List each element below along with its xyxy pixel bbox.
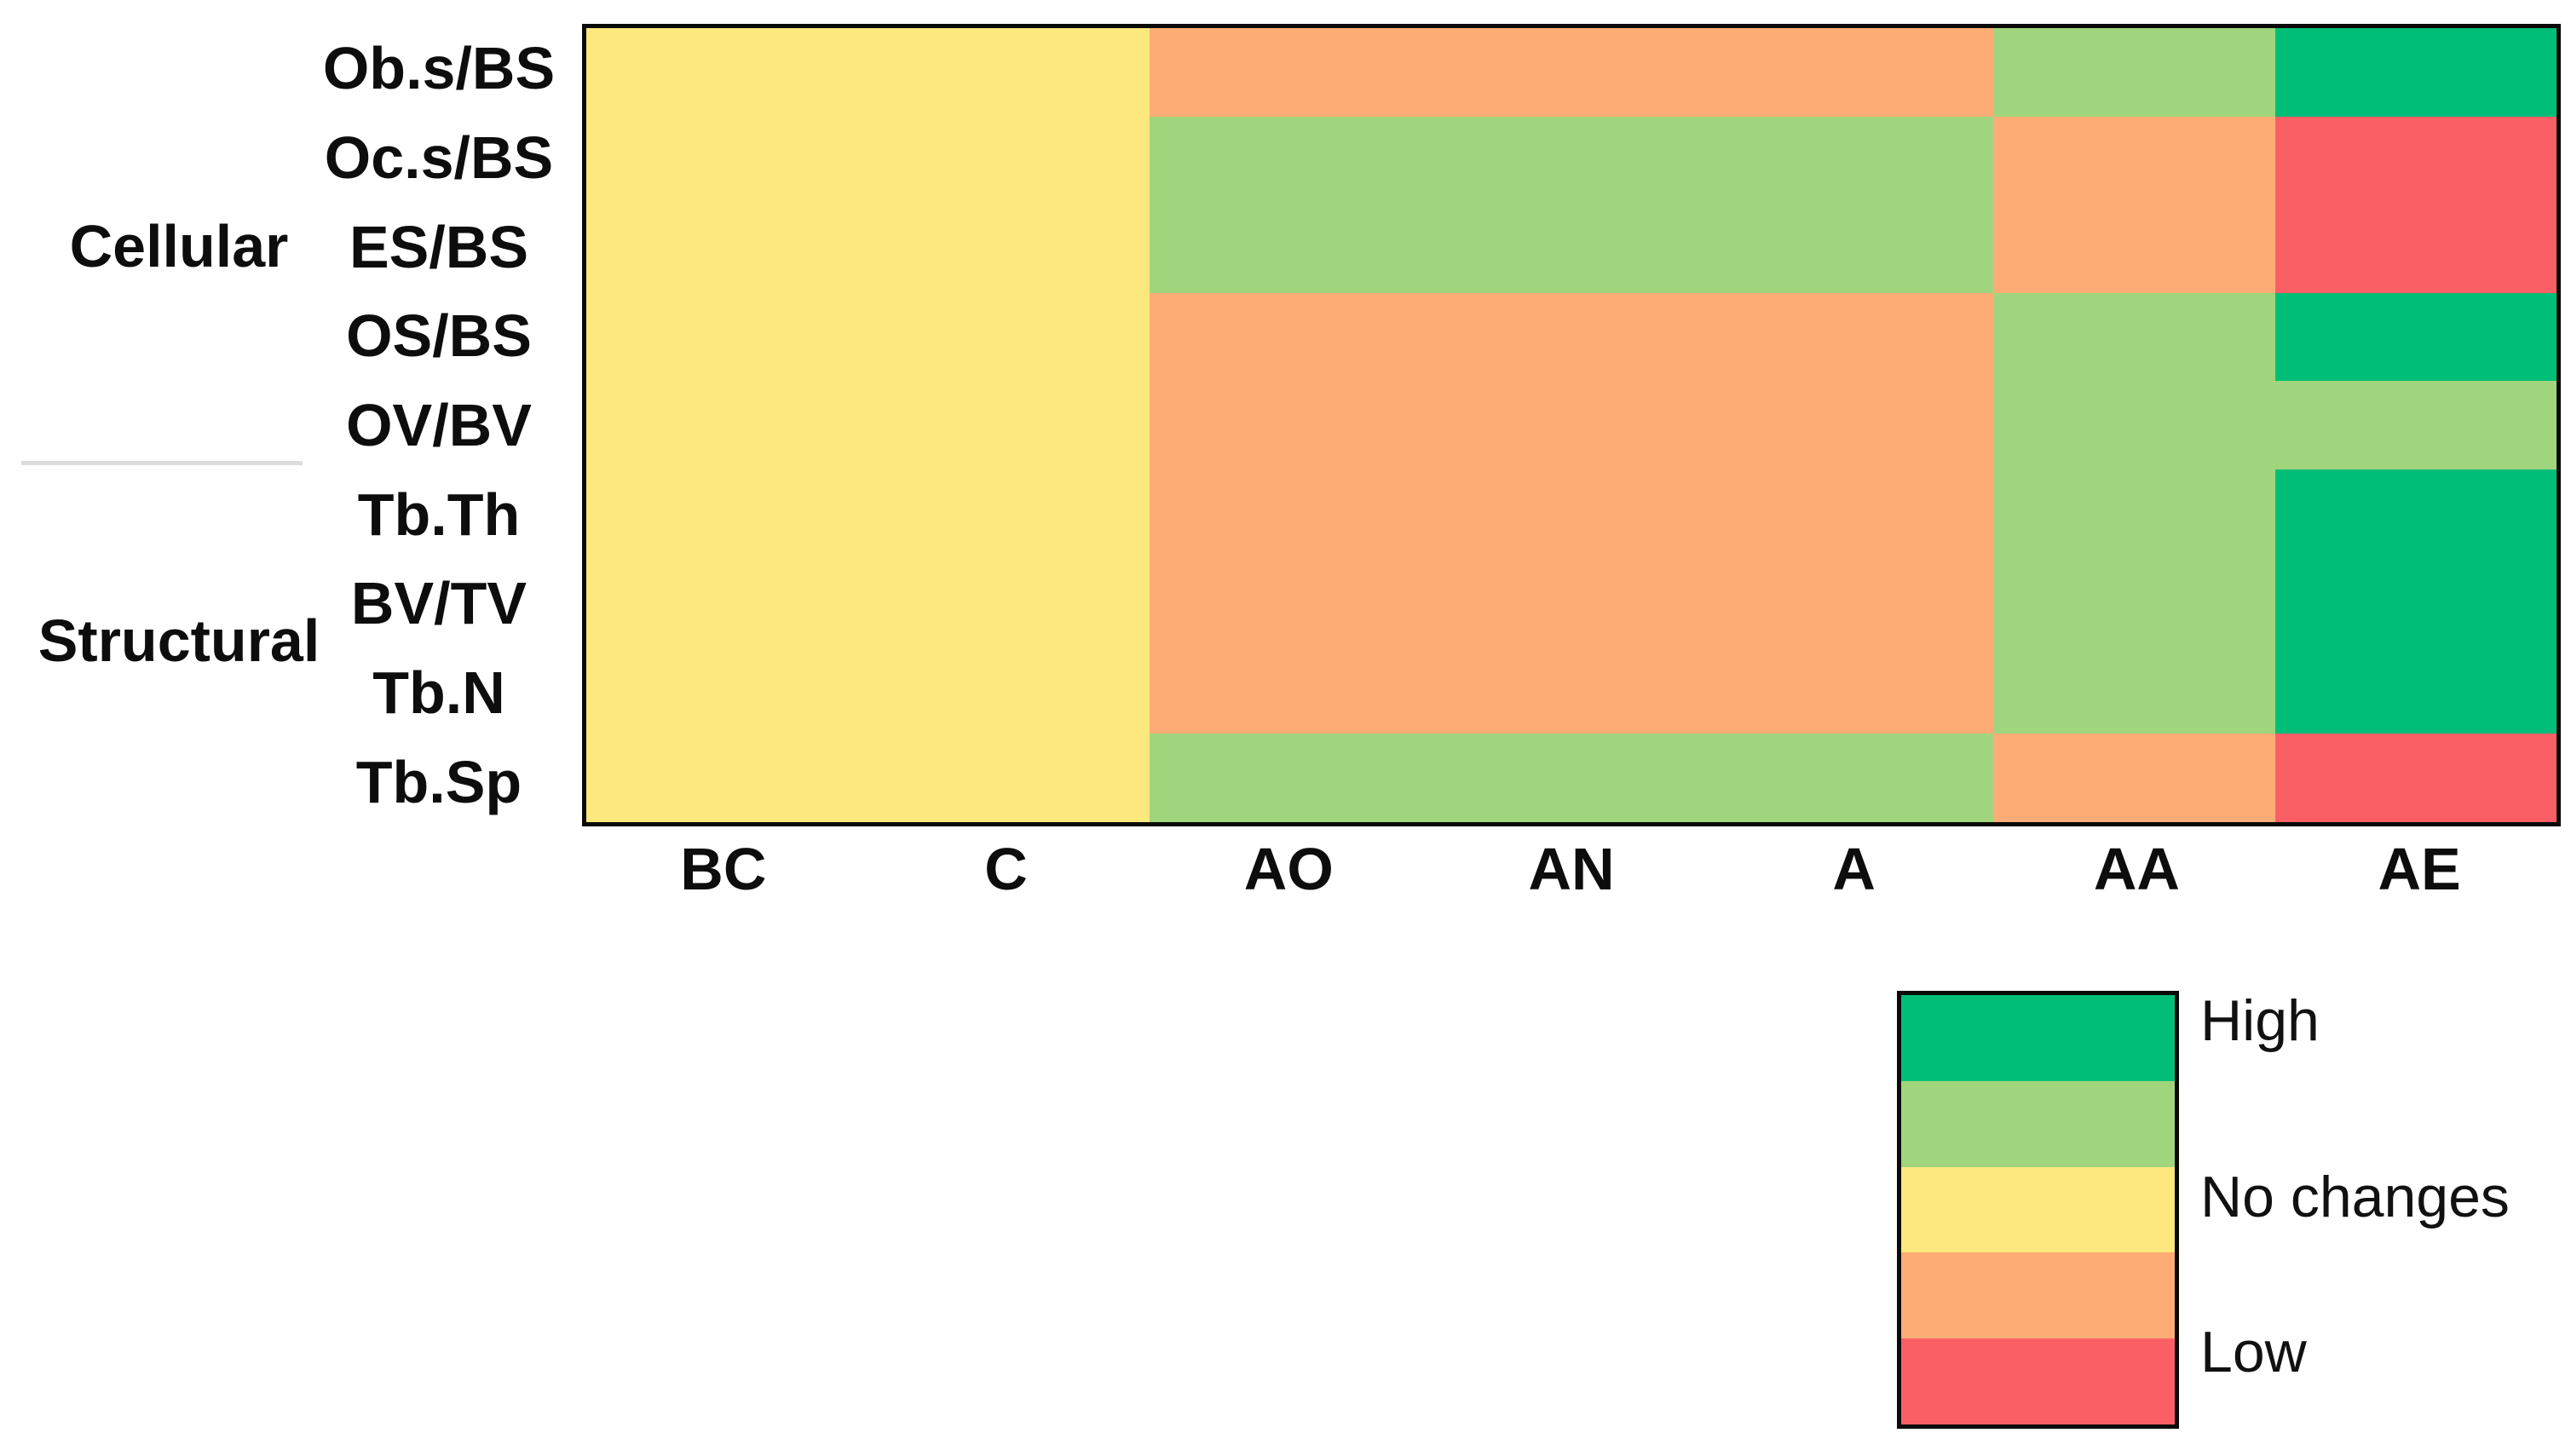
heatmap-cell-tb-n-an xyxy=(1430,645,1713,734)
legend-label-high: High xyxy=(2200,988,2320,1053)
heatmap-cell-es-bs-a xyxy=(1712,204,1994,293)
column-label-c: C xyxy=(984,836,1028,902)
heatmap-cell-tb-th-a xyxy=(1712,469,1994,558)
row-label-tb-sp: Tb.Sp xyxy=(355,748,522,815)
heatmap-cell-ob-s-bs-aa xyxy=(1993,28,2275,117)
heatmap-cell-tb-n-c xyxy=(868,645,1150,734)
legend-band-mid-low xyxy=(1901,1252,2175,1339)
heatmap-cell-os-bs-a xyxy=(1712,292,1994,382)
column-label-ao: AO xyxy=(1243,836,1334,902)
heatmap-cell-ob-s-bs-ae xyxy=(2274,28,2557,117)
heatmap-cell-oc-s-bs-bc xyxy=(586,116,868,205)
heatmap-cell-tb-n-ae xyxy=(2274,645,2557,734)
heatmap-cell-es-bs-ae xyxy=(2274,204,2557,293)
heatmap-cell-os-bs-c xyxy=(868,292,1150,382)
heatmap-cell-ob-s-bs-ao xyxy=(1149,28,1431,117)
row-label-ob-s-bs: Ob.s/BS xyxy=(322,35,556,102)
heatmap-cell-oc-s-bs-ae xyxy=(2274,116,2557,205)
column-label-ae: AE xyxy=(2378,836,2461,902)
heatmap-cell-tb-n-bc xyxy=(586,645,868,734)
heatmap-cell-bv-tv-ae xyxy=(2274,557,2557,646)
legend-color-scale xyxy=(1897,991,2179,1429)
heatmap-cell-ob-s-bs-an xyxy=(1430,28,1713,117)
row-label-os-bs: OS/BS xyxy=(346,302,532,370)
legend-band-low xyxy=(1901,1338,2175,1424)
heatmap-cell-tb-th-ao xyxy=(1149,469,1431,558)
heatmap-cell-bv-tv-ao xyxy=(1149,557,1431,646)
legend-label-low: Low xyxy=(2200,1320,2307,1384)
heatmap-cell-es-bs-ao xyxy=(1149,204,1431,293)
row-label-es-bs: ES/BS xyxy=(349,213,529,280)
heatmap-cell-ob-s-bs-a xyxy=(1712,28,1994,117)
row-label-tb-th: Tb.Th xyxy=(357,481,521,548)
heatmap-cell-tb-sp-an xyxy=(1430,734,1713,822)
heatmap-cell-tb-th-ae xyxy=(2274,469,2557,558)
heatmap-cell-bv-tv-a xyxy=(1712,557,1994,646)
heatmap-cell-tb-th-an xyxy=(1430,469,1713,558)
heatmap-cell-tb-sp-ao xyxy=(1149,734,1431,822)
legend-band-no-change xyxy=(1901,1166,2175,1253)
heatmap-cell-oc-s-bs-aa xyxy=(1993,116,2275,205)
heatmap-cell-ov-bv-ao xyxy=(1149,381,1431,469)
column-label-aa: AA xyxy=(2093,836,2180,902)
heatmap-cell-ob-s-bs-bc xyxy=(586,28,868,117)
heatmap-cell-bv-tv-an xyxy=(1430,557,1713,646)
group-label-structural: Structural xyxy=(37,607,320,674)
heatmap-cell-tb-sp-ae xyxy=(2274,734,2557,822)
row-label-bv-tv: BV/TV xyxy=(350,570,527,637)
column-label-bc: BC xyxy=(680,836,767,902)
heatmap-cell-oc-s-bs-c xyxy=(868,116,1150,205)
group-label-cellular: Cellular xyxy=(69,213,289,279)
legend-band-high xyxy=(1901,995,2175,1081)
heatmap-cell-tb-n-ao xyxy=(1149,645,1431,734)
heatmap-cell-ov-bv-aa xyxy=(1993,381,2275,469)
heatmap-cell-ov-bv-ae xyxy=(2274,381,2557,469)
column-label-a: A xyxy=(1832,836,1876,902)
heatmap-cell-ov-bv-an xyxy=(1430,381,1713,469)
heatmap-cell-os-bs-ae xyxy=(2274,292,2557,382)
legend-label-no-changes: No changes xyxy=(2200,1165,2510,1229)
heatmap-grid xyxy=(582,24,2561,826)
heatmap-cell-os-bs-an xyxy=(1430,292,1713,382)
heatmap-cell-os-bs-bc xyxy=(586,292,868,382)
heatmap-cell-ov-bv-a xyxy=(1712,381,1994,469)
row-label-ov-bv: OV/BV xyxy=(346,392,532,458)
column-label-an: AN xyxy=(1528,836,1615,902)
heatmap-cell-oc-s-bs-a xyxy=(1712,116,1994,205)
row-label-tb-n: Tb.N xyxy=(372,659,505,726)
heatmap-cell-tb-th-c xyxy=(868,469,1150,558)
heatmap-cell-tb-sp-c xyxy=(868,734,1150,822)
heatmap-cell-oc-s-bs-an xyxy=(1430,116,1713,205)
heatmap-cell-es-bs-bc xyxy=(586,204,868,293)
heatmap-cell-bv-tv-bc xyxy=(586,557,868,646)
heatmap-cell-os-bs-ao xyxy=(1149,292,1431,382)
heatmap-cell-tb-n-a xyxy=(1712,645,1994,734)
heatmap-cell-bv-tv-c xyxy=(868,557,1150,646)
heatmap-cell-oc-s-bs-ao xyxy=(1149,116,1431,205)
heatmap-cell-tb-th-bc xyxy=(586,469,868,558)
heatmap-cell-tb-sp-bc xyxy=(586,734,868,822)
heatmap-cell-bv-tv-aa xyxy=(1993,557,2275,646)
heatmap-cell-os-bs-aa xyxy=(1993,292,2275,382)
row-label-oc-s-bs: Oc.s/BS xyxy=(324,124,554,191)
heatmap-cell-tb-th-aa xyxy=(1993,469,2275,558)
heatmap-cell-es-bs-c xyxy=(868,204,1150,293)
heatmap-cell-ov-bv-c xyxy=(868,381,1150,469)
heatmap-cell-tb-sp-a xyxy=(1712,734,1994,822)
legend-band-mid-high xyxy=(1901,1080,2175,1167)
group-divider-line xyxy=(21,461,303,465)
heatmap-cell-es-bs-an xyxy=(1430,204,1713,293)
heatmap-cell-tb-sp-aa xyxy=(1993,734,2275,822)
heatmap-cell-es-bs-aa xyxy=(1993,204,2275,293)
heatmap-cell-ob-s-bs-c xyxy=(868,28,1150,117)
heatmap-cell-ov-bv-bc xyxy=(586,381,868,469)
heatmap-cell-tb-n-aa xyxy=(1993,645,2275,734)
